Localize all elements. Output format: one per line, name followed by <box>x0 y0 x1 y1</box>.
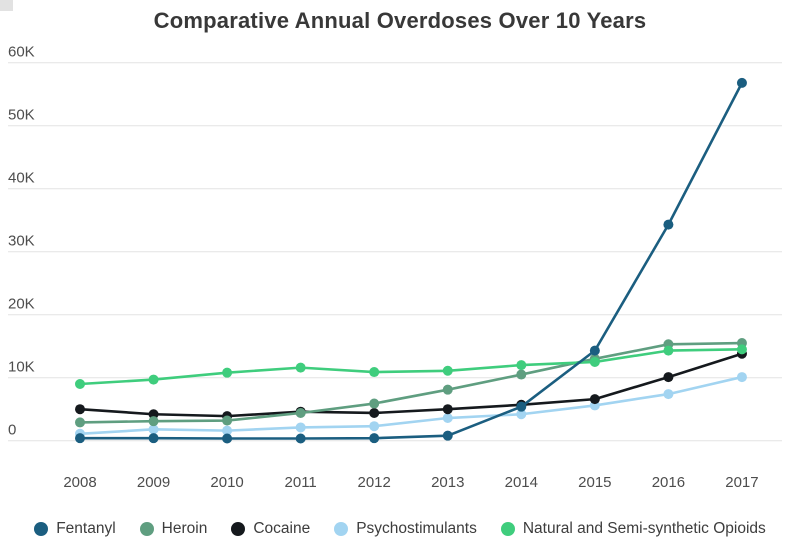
data-point-fentanyl-2009[interactable] <box>148 433 159 444</box>
data-point-fentanyl-2010[interactable] <box>222 433 233 444</box>
data-point-cocaine-2008[interactable] <box>75 404 85 415</box>
data-point-natural-and-semi-synthetic-opioids-2008[interactable] <box>75 379 85 389</box>
data-point-cocaine-2012[interactable] <box>369 407 380 418</box>
data-point-heroin-2011[interactable] <box>295 407 306 418</box>
data-point-natural-and-semi-synthetic-opioids-2016[interactable] <box>663 345 674 356</box>
y-axis-label-20K: 20K <box>8 296 35 313</box>
data-point-natural-and-semi-synthetic-opioids-2013[interactable] <box>442 365 453 376</box>
data-point-natural-and-semi-synthetic-opioids-2011[interactable] <box>295 362 306 373</box>
legend-label-fentanyl: Fentanyl <box>56 520 116 537</box>
data-point-natural-and-semi-synthetic-opioids-2014[interactable] <box>516 360 527 371</box>
data-point-fentanyl-2017[interactable] <box>736 77 747 88</box>
data-point-cocaine-2013[interactable] <box>442 404 453 415</box>
y-axis-label-30K: 30K <box>8 233 35 250</box>
x-axis-label-2016: 2016 <box>652 474 685 491</box>
legend-item-cocaine[interactable]: Cocaine <box>231 520 310 538</box>
data-point-psychostimulants-2010[interactable] <box>222 425 233 436</box>
x-axis-label-2017: 2017 <box>725 474 758 491</box>
legend-item-fentanyl[interactable]: Fentanyl <box>34 520 116 538</box>
y-axis-label-0: 0 <box>8 422 16 439</box>
y-axis-label-40K: 40K <box>8 170 35 187</box>
data-point-heroin-2013[interactable] <box>442 384 453 395</box>
data-point-psychostimulants-2009[interactable] <box>148 424 159 435</box>
data-point-heroin-2010[interactable] <box>222 415 233 426</box>
data-point-natural-and-semi-synthetic-opioids-2017[interactable] <box>736 344 747 355</box>
x-axis-label-2015: 2015 <box>578 474 611 491</box>
data-point-heroin-2009[interactable] <box>148 416 159 427</box>
data-point-psychostimulants-2014[interactable] <box>516 409 527 420</box>
data-point-fentanyl-2014[interactable] <box>516 401 527 412</box>
legend-item-psychostimulants[interactable]: Psychostimulants <box>334 520 477 538</box>
series-line-psychostimulants <box>78 375 744 436</box>
legend-label-psychostimulants: Psychostimulants <box>356 520 477 537</box>
data-point-psychostimulants-2013[interactable] <box>442 413 453 424</box>
data-point-heroin-2012[interactable] <box>369 398 380 409</box>
data-point-cocaine-2016[interactable] <box>663 372 674 383</box>
x-axis-label-2011: 2011 <box>285 474 317 491</box>
data-point-natural-and-semi-synthetic-opioids-2012[interactable] <box>369 367 380 378</box>
data-point-fentanyl-2016[interactable] <box>663 219 674 230</box>
x-axis-label-2010: 2010 <box>210 474 243 491</box>
series-line-natural-and-semi-synthetic-opioids <box>78 348 744 386</box>
screen-artifact <box>0 0 13 11</box>
y-axis-label-10K: 10K <box>8 359 35 376</box>
series-line-fentanyl <box>78 81 744 440</box>
data-point-cocaine-2009[interactable] <box>148 409 159 420</box>
x-axis-label-2013: 2013 <box>431 474 464 491</box>
y-axis-label-50K: 50K <box>8 107 35 124</box>
data-point-fentanyl-2012[interactable] <box>369 433 380 444</box>
legend-label-natural-and-semi-synthetic-opioids: Natural and Semi-synthetic Opioids <box>522 520 766 537</box>
data-point-psychostimulants-2012[interactable] <box>369 421 380 432</box>
legend-dot-natural-and-semi-synthetic-opioids <box>500 522 515 536</box>
legend-item-heroin[interactable]: Heroin <box>139 520 208 538</box>
data-point-heroin-2008[interactable] <box>75 417 85 428</box>
data-point-fentanyl-2013[interactable] <box>442 430 453 441</box>
series-line-heroin <box>78 341 744 424</box>
data-point-heroin-2014[interactable] <box>516 369 527 380</box>
data-point-psychostimulants-2011[interactable] <box>295 422 306 433</box>
x-axis-label-2012: 2012 <box>358 474 391 491</box>
data-point-psychostimulants-2016[interactable] <box>663 389 674 400</box>
data-point-fentanyl-2011[interactable] <box>295 433 306 444</box>
legend-dot-psychostimulants <box>334 522 349 536</box>
legend-label-cocaine: Cocaine <box>253 520 311 537</box>
x-axis-label-2009: 2009 <box>137 474 170 491</box>
x-axis-label-2008: 2008 <box>63 474 96 491</box>
y-axis-label-60K: 60K <box>8 44 35 61</box>
x-axis-label-2014: 2014 <box>505 474 538 491</box>
chart-plot: 0 10K 20K 30K 40K 50K 60K 2008 2009 2010 2011 2012 2… <box>8 44 782 491</box>
legend-dot-heroin <box>139 522 154 536</box>
data-point-psychostimulants-2017[interactable] <box>736 372 747 383</box>
data-point-fentanyl-2008[interactable] <box>75 433 85 444</box>
legend: Fentanyl Heroin Cocaine Psychostimulants Nat… <box>0 520 800 538</box>
data-point-natural-and-semi-synthetic-opioids-2010[interactable] <box>222 367 233 378</box>
legend-label-heroin: Heroin <box>161 520 208 537</box>
data-point-fentanyl-2015[interactable] <box>589 345 600 356</box>
legend-dot-fentanyl <box>34 522 49 536</box>
data-point-natural-and-semi-synthetic-opioids-2015[interactable] <box>589 356 600 367</box>
series-line-cocaine <box>78 352 744 418</box>
data-point-cocaine-2015[interactable] <box>589 394 600 405</box>
legend-dot-cocaine <box>231 522 246 536</box>
chart-title: Comparative Annual Overdoses Over 10 Yea… <box>153 8 647 33</box>
data-point-natural-and-semi-synthetic-opioids-2009[interactable] <box>148 374 159 385</box>
legend-item-natural-and-semi-synthetic-opioids[interactable]: Natural and Semi-synthetic Opioids <box>500 520 766 538</box>
